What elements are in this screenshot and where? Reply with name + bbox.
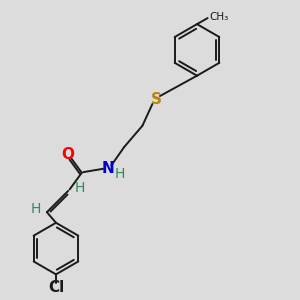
Text: S: S (151, 92, 162, 107)
Text: N: N (101, 161, 114, 176)
Text: H: H (31, 202, 41, 216)
Text: CH₃: CH₃ (209, 13, 228, 22)
Text: Cl: Cl (48, 280, 64, 296)
Text: H: H (75, 181, 86, 195)
Text: O: O (61, 147, 75, 162)
Text: H: H (115, 167, 125, 181)
